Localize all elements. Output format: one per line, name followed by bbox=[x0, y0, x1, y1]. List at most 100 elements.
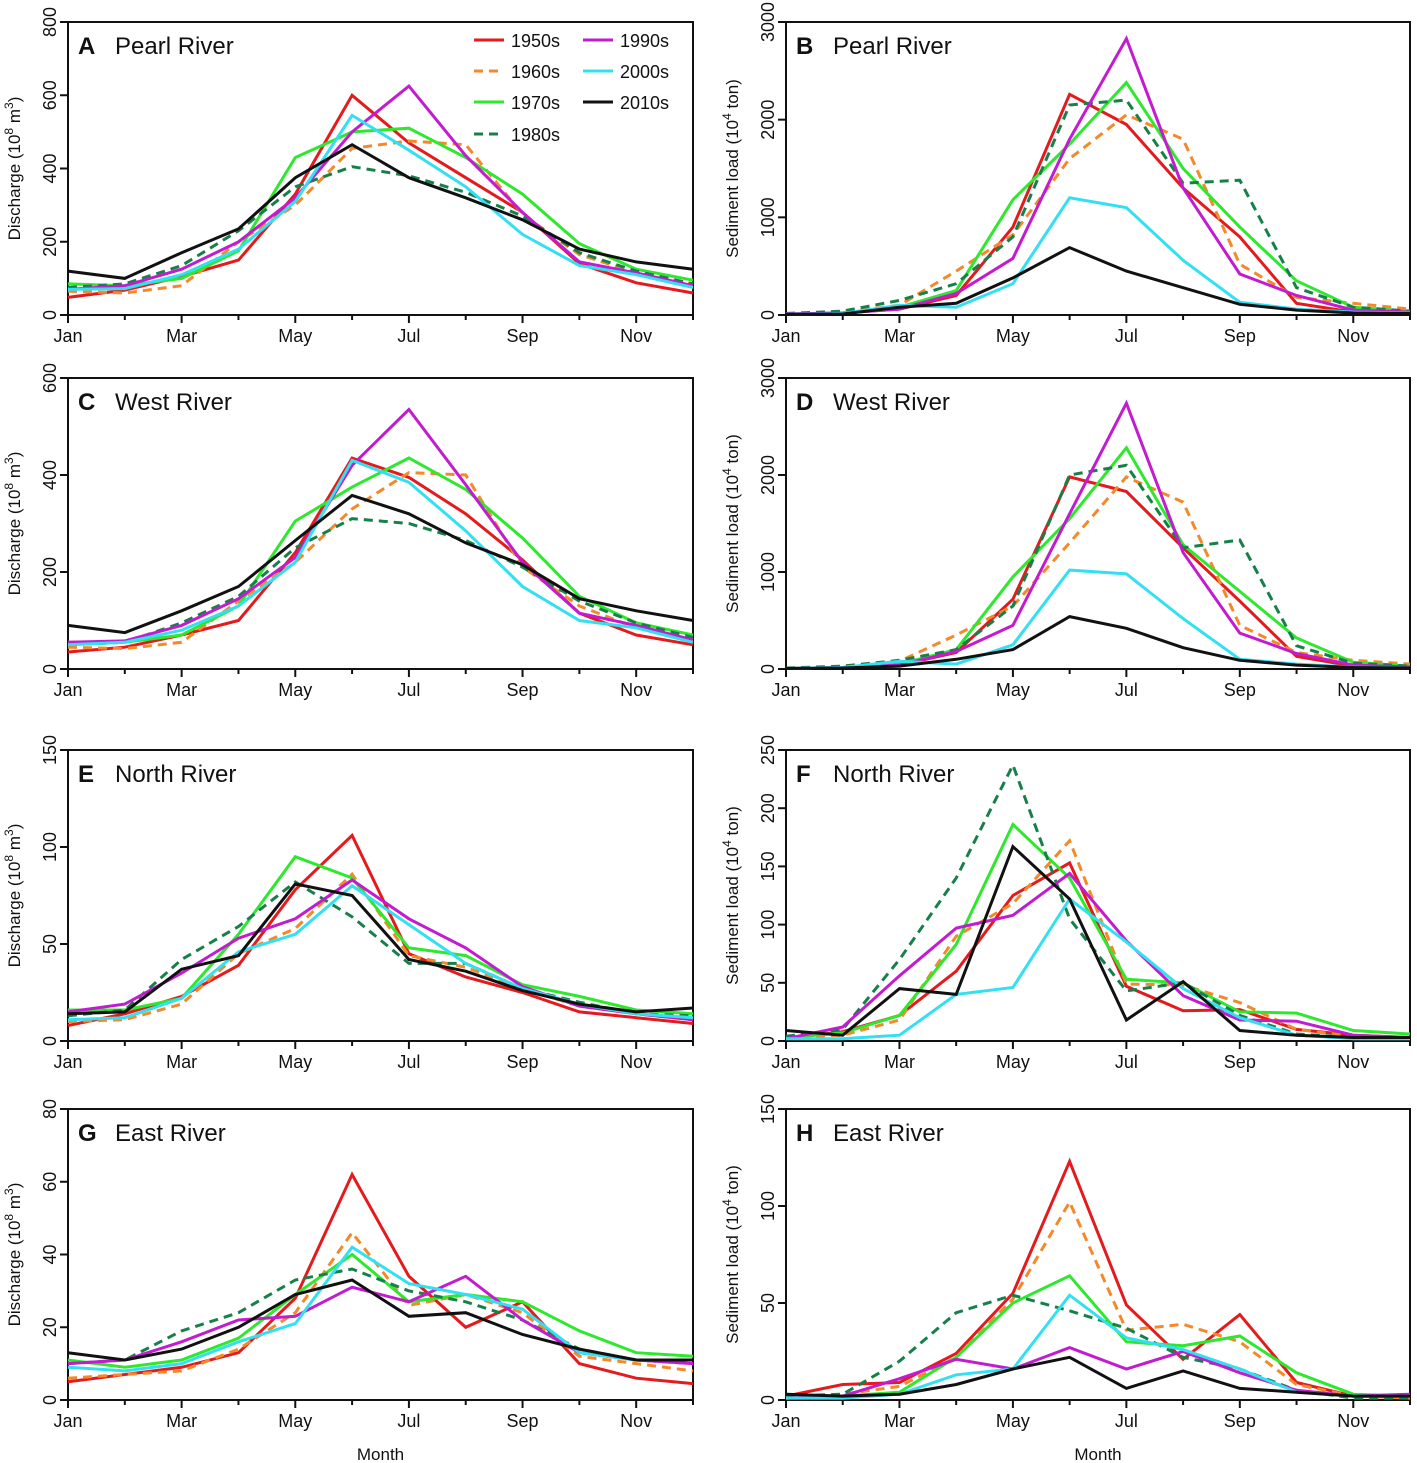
series-group bbox=[67, 83, 694, 299]
x-tick-label: Mar bbox=[166, 326, 197, 346]
y-tick-label: 0 bbox=[758, 664, 778, 674]
x-tick-label: Sep bbox=[1224, 680, 1256, 700]
y-tick-label: 0 bbox=[758, 1036, 778, 1046]
plot-frame bbox=[785, 1108, 1411, 1401]
panel-title: North River bbox=[833, 761, 954, 788]
x-tick-label: Nov bbox=[620, 680, 652, 700]
y-tick-label: 0 bbox=[40, 310, 60, 320]
x-tick-label: Mar bbox=[884, 1411, 915, 1431]
series-line-1980s bbox=[67, 165, 694, 289]
panel-d: 0 1000 2000 3000 Jan Mar May Jul Sep Nov Sediment … bbox=[720, 358, 1411, 700]
series-group bbox=[785, 1157, 1411, 1400]
series-line-2010s bbox=[785, 1355, 1410, 1398]
series-line-2000s bbox=[67, 1245, 693, 1373]
y-tick-label: 0 bbox=[40, 1395, 60, 1405]
series-line-2010s bbox=[67, 882, 694, 1016]
panel-letter: A bbox=[78, 33, 95, 60]
y-tick-label: 150 bbox=[40, 735, 60, 765]
series-line-1970s bbox=[785, 1273, 1411, 1400]
series-line-1980s bbox=[785, 761, 1410, 1039]
series-line-2010s bbox=[785, 245, 1411, 316]
x-tick-label: Jan bbox=[771, 680, 800, 700]
series-line-1980s bbox=[67, 517, 694, 647]
series-line-1960s bbox=[67, 1230, 694, 1380]
x-tick-label: Jan bbox=[53, 1411, 82, 1431]
x-tick-label: Mar bbox=[166, 1052, 197, 1072]
series-line-1990s bbox=[67, 407, 694, 644]
y-tick-label: 2000 bbox=[758, 100, 778, 140]
series-group bbox=[785, 35, 1411, 316]
legend-label-1970s: 1970s bbox=[511, 93, 560, 113]
x-tick-label: May bbox=[996, 680, 1030, 700]
legend-label-2010s: 2010s bbox=[620, 93, 669, 113]
series-line-2010s bbox=[67, 1278, 693, 1362]
x-tick-label: Jan bbox=[53, 680, 82, 700]
x-tick-label: Sep bbox=[507, 1052, 539, 1072]
y-tick-label: 600 bbox=[40, 363, 60, 393]
series-line-1990s bbox=[785, 871, 1411, 1041]
panel-c: 0 200 400 600 Jan Mar May Jul Sep Nov Discharge (1… bbox=[2, 363, 694, 700]
y-tick-label: 0 bbox=[40, 1036, 60, 1046]
series-line-1960s bbox=[67, 471, 694, 651]
y-tick-label: 1000 bbox=[758, 197, 778, 237]
series-line-1970s bbox=[67, 1252, 694, 1369]
x-tick-label: Jul bbox=[397, 1052, 420, 1072]
y-tick-label: 0 bbox=[40, 664, 60, 674]
series-group bbox=[67, 832, 694, 1027]
y-tick-label: 3000 bbox=[758, 358, 778, 398]
y-tick-label: 0 bbox=[758, 1395, 778, 1405]
series-line-1980s bbox=[67, 880, 694, 1018]
panel-title: East River bbox=[115, 1120, 226, 1147]
plot-frame bbox=[785, 21, 1411, 316]
y-axis-title: Discharge (108 m3) bbox=[2, 452, 24, 596]
series-line-1950s bbox=[67, 832, 694, 1027]
x-tick-label: Nov bbox=[1337, 680, 1369, 700]
series-line-1960s bbox=[785, 475, 1411, 670]
y-tick-label: 80 bbox=[40, 1099, 60, 1119]
series-line-1960s bbox=[785, 113, 1411, 315]
x-tick-label: May bbox=[996, 1052, 1030, 1072]
series-line-1990s bbox=[785, 35, 1411, 316]
y-tick-label: 150 bbox=[758, 1094, 778, 1124]
y-tick-label: 150 bbox=[758, 851, 778, 881]
series-line-2010s bbox=[785, 843, 1410, 1039]
x-tick-label: Jan bbox=[771, 1411, 800, 1431]
panel-g: 0 20 40 60 80 Jan Mar May Jul Sep Nov Discharge (10… bbox=[2, 1099, 694, 1463]
series-line-1990s bbox=[785, 399, 1411, 670]
series-line-1990s bbox=[67, 878, 694, 1022]
panel-h: 0 50 100 150 Jan Mar May Jul Sep Nov Sediment load… bbox=[720, 1094, 1411, 1463]
panel-title: Pearl River bbox=[833, 33, 952, 60]
panel-title: North River bbox=[115, 761, 236, 788]
x-tick-label: Nov bbox=[620, 1052, 652, 1072]
y-tick-label: 40 bbox=[40, 1244, 60, 1264]
legend-label-2000s: 2000s bbox=[620, 62, 669, 82]
y-axis-title: Discharge (108 m3) bbox=[2, 824, 24, 968]
y-tick-label: 400 bbox=[40, 460, 60, 490]
panel-a: 0 200 400 600 800 Jan Mar May Jul Sep Nov Discharge… bbox=[2, 7, 694, 346]
x-axis-title: Month bbox=[357, 1445, 404, 1463]
series-line-2010s bbox=[785, 615, 1411, 670]
legend: 1950s 1960s 1970s 1980s 1990s 2000s 2010s bbox=[474, 31, 669, 145]
series-line-2010s bbox=[67, 493, 694, 635]
y-tick-label: 100 bbox=[758, 1191, 778, 1221]
x-tick-label: Jan bbox=[771, 1052, 800, 1072]
panel-b: 0 1000 2000 3000 Jan Mar May Jul Sep Nov Sediment … bbox=[720, 2, 1411, 346]
series-line-2010s bbox=[67, 142, 694, 280]
x-tick-label: May bbox=[278, 1052, 312, 1072]
x-tick-label: Sep bbox=[507, 326, 539, 346]
y-tick-label: 50 bbox=[40, 934, 60, 954]
y-tick-label: 50 bbox=[758, 973, 778, 993]
x-tick-label: Nov bbox=[620, 326, 652, 346]
y-tick-label: 1000 bbox=[758, 552, 778, 592]
x-tick-label: Jul bbox=[1115, 1052, 1138, 1072]
series-group bbox=[785, 399, 1411, 670]
panel-title: West River bbox=[115, 389, 232, 416]
plot-frame bbox=[67, 749, 694, 1042]
series-line-2000s bbox=[785, 196, 1411, 316]
series-line-1990s bbox=[67, 83, 694, 291]
series-line-1980s bbox=[785, 1293, 1410, 1400]
x-tick-label: May bbox=[278, 1411, 312, 1431]
panel-letter: D bbox=[796, 389, 813, 416]
y-tick-label: 0 bbox=[758, 310, 778, 320]
